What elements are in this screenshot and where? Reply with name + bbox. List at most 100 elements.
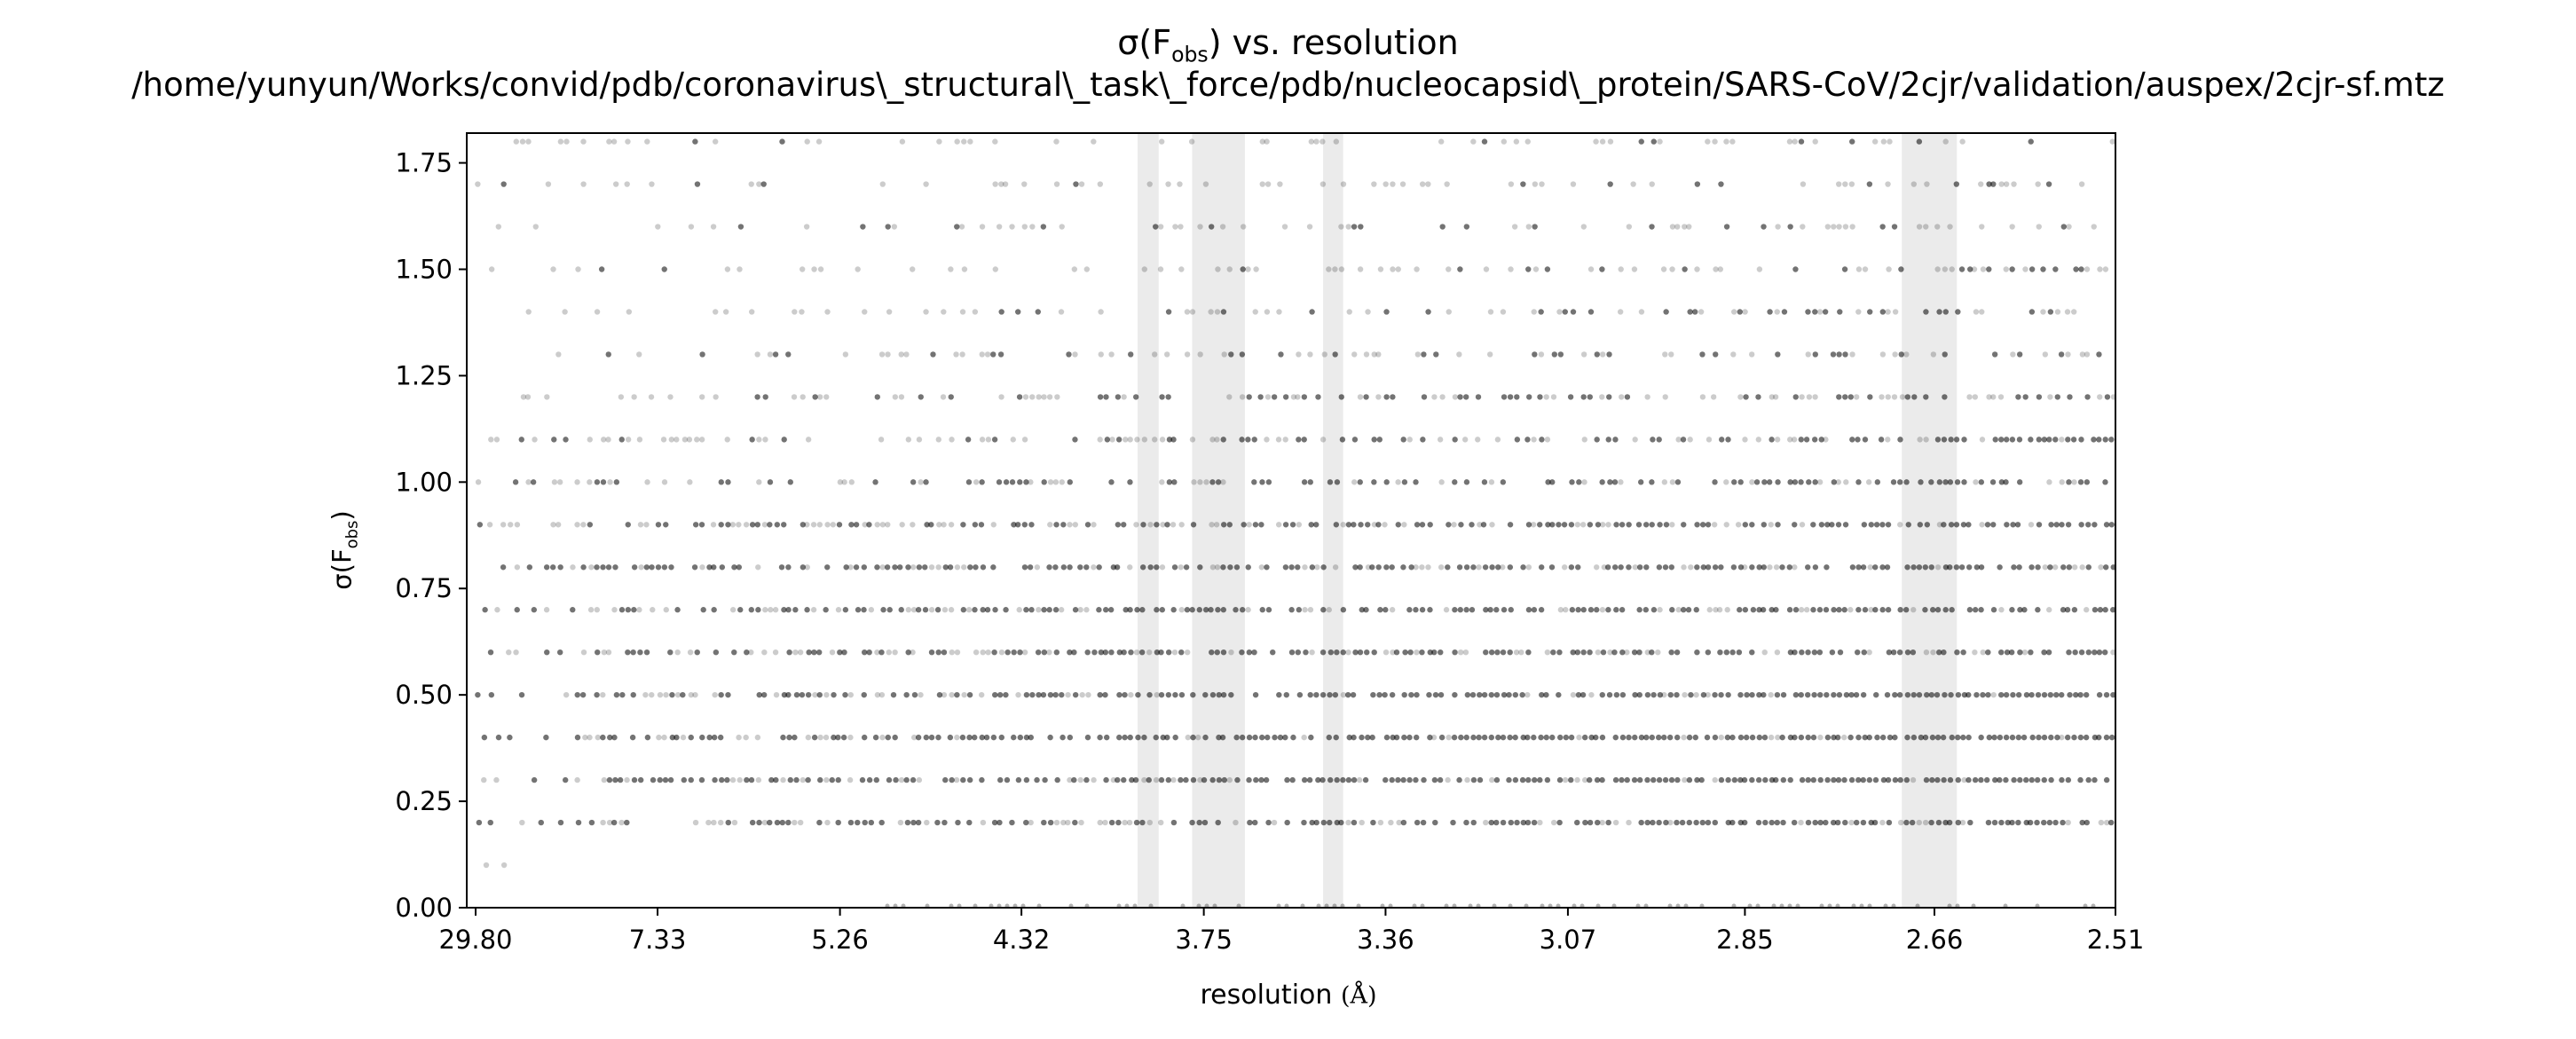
data-point xyxy=(1052,691,1059,698)
data-point xyxy=(1868,607,1874,613)
data-point xyxy=(2092,734,2099,741)
data-point xyxy=(1761,649,1768,656)
data-point xyxy=(2016,564,2022,571)
data-point xyxy=(1799,394,1805,400)
data-point xyxy=(1568,734,1575,741)
data-point xyxy=(1729,819,1736,826)
data-point xyxy=(550,266,556,272)
ice-ring-band-3 xyxy=(1902,133,1958,908)
data-point xyxy=(835,819,841,826)
data-point xyxy=(1731,309,1737,315)
data-point xyxy=(607,479,613,485)
data-point xyxy=(1574,819,1580,826)
data-point xyxy=(2015,734,2022,741)
data-point xyxy=(1792,479,1799,485)
data-point xyxy=(1661,691,1667,698)
data-point xyxy=(1644,819,1650,826)
data-point xyxy=(1871,819,1879,826)
data-point xyxy=(524,394,532,400)
data-point xyxy=(1686,819,1692,826)
data-point xyxy=(1351,776,1358,783)
data-point xyxy=(2060,564,2067,571)
data-point xyxy=(1904,649,1911,656)
data-point xyxy=(1725,819,1732,826)
data-point xyxy=(1686,776,1693,783)
data-point xyxy=(748,607,754,613)
data-point xyxy=(1755,394,1761,400)
data-point xyxy=(1481,138,1488,145)
data-point xyxy=(2052,437,2059,443)
data-point xyxy=(1259,138,1265,145)
data-point xyxy=(1278,351,1284,358)
data-point xyxy=(1333,522,1340,528)
data-point xyxy=(1295,564,1301,571)
data-point xyxy=(1725,691,1731,698)
data-point xyxy=(2096,437,2102,443)
data-point xyxy=(1476,734,1482,741)
data-point xyxy=(1855,266,1863,272)
data-point xyxy=(1226,522,1233,528)
data-point xyxy=(1438,564,1445,571)
data-point xyxy=(1426,691,1432,698)
data-point xyxy=(942,776,949,783)
data-point xyxy=(729,522,737,528)
data-point xyxy=(781,437,787,443)
data-point xyxy=(1735,522,1742,528)
data-point xyxy=(1674,819,1680,826)
data-point xyxy=(1923,437,1929,443)
data-point xyxy=(1806,394,1813,400)
data-point xyxy=(1477,776,1484,783)
data-point xyxy=(1524,437,1531,443)
data-point xyxy=(1855,479,1862,485)
data-point xyxy=(1500,309,1507,315)
data-point xyxy=(1549,479,1556,485)
data-point xyxy=(1791,819,1798,826)
data-point xyxy=(1091,522,1097,528)
data-point xyxy=(601,437,607,443)
data-point xyxy=(1917,437,1923,443)
data-point xyxy=(1315,776,1321,783)
data-point xyxy=(924,819,930,826)
data-point xyxy=(1986,266,1992,272)
data-point xyxy=(1798,691,1804,698)
data-point xyxy=(1365,522,1371,528)
data-point xyxy=(1108,479,1115,485)
data-point xyxy=(2009,819,2015,826)
data-point xyxy=(979,479,985,485)
data-point xyxy=(1514,437,1521,443)
data-point xyxy=(1060,819,1067,826)
data-point xyxy=(1823,437,1829,443)
data-point xyxy=(475,691,481,698)
data-point xyxy=(1576,734,1582,741)
data-point xyxy=(874,522,880,528)
y-label-prefix: σ(F xyxy=(327,548,358,590)
data-point xyxy=(992,181,998,187)
data-point xyxy=(1014,522,1021,528)
data-point xyxy=(1587,776,1593,783)
data-point xyxy=(897,564,903,571)
data-point xyxy=(2042,564,2048,571)
data-point xyxy=(710,224,717,230)
data-point xyxy=(1947,564,1953,571)
data-point xyxy=(1359,819,1365,826)
data-point xyxy=(648,394,655,400)
data-point xyxy=(1129,776,1135,783)
data-point xyxy=(1371,649,1377,656)
data-point xyxy=(2104,819,2110,826)
data-point xyxy=(2048,522,2054,528)
data-point xyxy=(1115,394,1122,400)
data-point xyxy=(2014,522,2021,528)
data-point xyxy=(935,649,941,656)
data-point xyxy=(1803,437,1810,443)
data-point xyxy=(1290,734,1296,741)
data-point xyxy=(550,522,556,528)
points-level-0.4 xyxy=(481,734,2115,741)
data-point xyxy=(487,649,494,656)
data-point xyxy=(792,734,798,741)
data-point xyxy=(2017,776,2023,783)
data-point xyxy=(549,564,556,571)
data-point xyxy=(1164,734,1170,741)
data-point xyxy=(1775,351,1781,358)
data-point xyxy=(1011,649,1017,656)
data-point xyxy=(1488,479,1495,485)
